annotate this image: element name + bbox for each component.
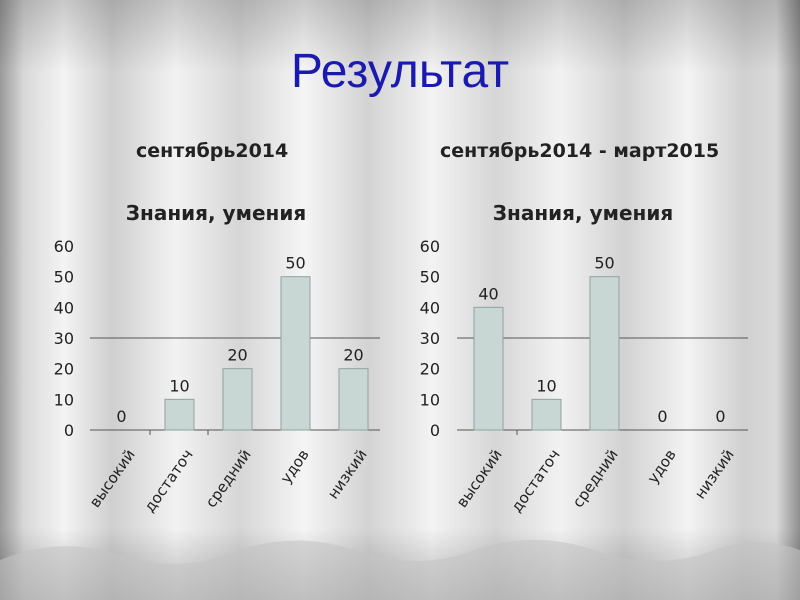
data-label: 40 (478, 284, 498, 303)
data-label: 50 (285, 254, 305, 273)
y-tick-label: 60 (420, 237, 440, 256)
subtitle-left: сентябрь2014 (136, 140, 289, 162)
y-tick-label: 0 (64, 421, 74, 440)
y-tick-label: 50 (420, 268, 440, 287)
bar (222, 368, 253, 431)
data-label: 10 (169, 376, 189, 395)
y-tick-label: 20 (54, 360, 74, 379)
data-label: 50 (594, 254, 614, 273)
data-label: 0 (116, 407, 126, 426)
bar (338, 368, 369, 431)
y-tick-label: 60 (54, 237, 74, 256)
data-label: 10 (536, 376, 556, 395)
data-label: 20 (227, 346, 247, 365)
y-tick-label: 50 (54, 268, 74, 287)
y-tick-label: 30 (420, 329, 440, 348)
y-tick-label: 20 (420, 360, 440, 379)
category-label: средний (569, 446, 622, 511)
category-label: высокий (453, 446, 506, 511)
y-tick-label: 40 (54, 298, 74, 317)
bar (589, 276, 620, 431)
bar (164, 398, 195, 431)
chart-title: Знания, умения (126, 201, 306, 225)
slide-title: Результат (290, 45, 510, 98)
y-tick-label: 30 (54, 329, 74, 348)
subtitle-right: сентябрь2014 - март2015 (440, 140, 720, 162)
bar (473, 306, 504, 431)
y-tick-label: 40 (420, 298, 440, 317)
y-tick-label: 10 (420, 390, 440, 409)
y-tick-label: 0 (430, 421, 440, 440)
chart-title: Знания, умения (493, 201, 673, 225)
category-label: низкий (691, 446, 738, 502)
y-tick-label: 10 (54, 390, 74, 409)
category-label: достаточ (507, 446, 563, 516)
data-label: 0 (657, 407, 667, 426)
data-label: 20 (343, 346, 363, 365)
bar (280, 276, 311, 431)
bar (531, 398, 562, 431)
category-label: удов (644, 446, 680, 487)
data-label: 0 (715, 407, 725, 426)
